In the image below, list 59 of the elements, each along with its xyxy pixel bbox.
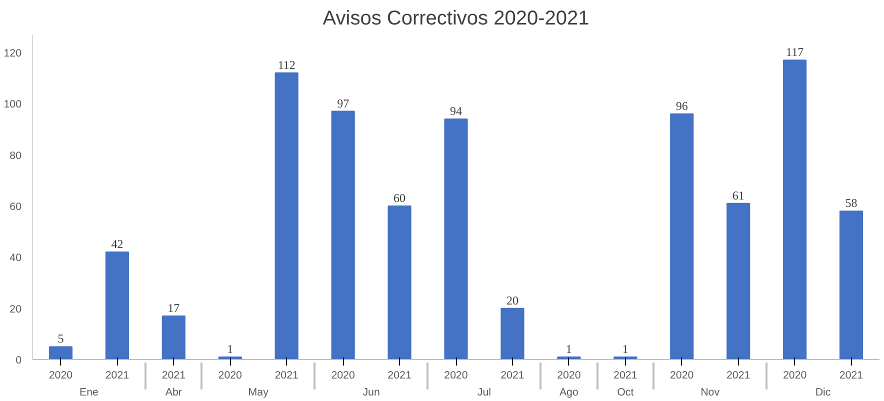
y-tick-label: 0: [16, 354, 22, 366]
data-label: 1: [227, 342, 234, 356]
category-label: 2021: [614, 370, 638, 382]
data-label: 61: [732, 188, 744, 202]
category-label: 2021: [274, 370, 298, 382]
data-label: 20: [506, 293, 518, 308]
bar: [839, 210, 864, 360]
bar: [48, 346, 73, 360]
category-label: 2020: [218, 370, 242, 382]
category-label: May: [248, 386, 268, 398]
category-label: 2021: [839, 370, 864, 382]
y-tick-label: 40: [10, 252, 22, 264]
data-label: 94: [450, 104, 462, 118]
category-label: 2021: [388, 370, 412, 382]
category-label: 2020: [444, 370, 468, 382]
bar: [444, 118, 468, 360]
category-label: 2020: [48, 370, 73, 382]
y-tick-label: 60: [10, 200, 22, 213]
y-tick-label: 120: [4, 47, 22, 60]
category-label: 2020: [782, 370, 807, 382]
category-label: 2021: [726, 370, 750, 382]
category-label: Oct: [617, 386, 634, 398]
data-label: 1: [566, 342, 572, 356]
category-label: Nov: [700, 386, 720, 398]
data-label: 112: [278, 58, 296, 72]
data-label: 42: [111, 237, 124, 252]
data-label: 5: [58, 332, 64, 346]
category-label: Dic: [815, 386, 831, 398]
bar: [500, 308, 524, 360]
bar: [783, 60, 807, 360]
bar: [726, 202, 750, 360]
category-label: 2020: [331, 370, 355, 382]
category-label: Ago: [559, 386, 578, 398]
category-label: 2020: [670, 370, 694, 382]
bar: [331, 110, 355, 360]
bar: [162, 315, 186, 360]
data-label: 1: [622, 342, 628, 356]
data-label: 58: [845, 196, 858, 210]
data-label: 117: [786, 45, 804, 60]
bar: [388, 205, 412, 360]
category-label: 2020: [557, 370, 581, 382]
y-tick-label: 100: [4, 98, 22, 111]
data-label: 60: [394, 190, 406, 205]
y-tick-label: 80: [10, 150, 22, 162]
category-label: Ene: [79, 386, 98, 398]
category-label: Jul: [477, 386, 492, 398]
bar: [670, 113, 694, 360]
category-label: 2021: [500, 370, 524, 382]
y-tick-label: 20: [10, 303, 22, 316]
data-label: 96: [676, 98, 688, 113]
data-label: 17: [168, 300, 180, 315]
category-label: 2021: [162, 370, 186, 382]
bar: [274, 72, 298, 360]
category-label: Abr: [165, 386, 182, 398]
data-label: 97: [337, 96, 350, 110]
chart-title: Avisos Correctivos 2020-2021: [322, 8, 590, 30]
category-label: 2021: [105, 370, 130, 382]
bar: [105, 252, 129, 360]
category-label: Jun: [362, 386, 380, 398]
